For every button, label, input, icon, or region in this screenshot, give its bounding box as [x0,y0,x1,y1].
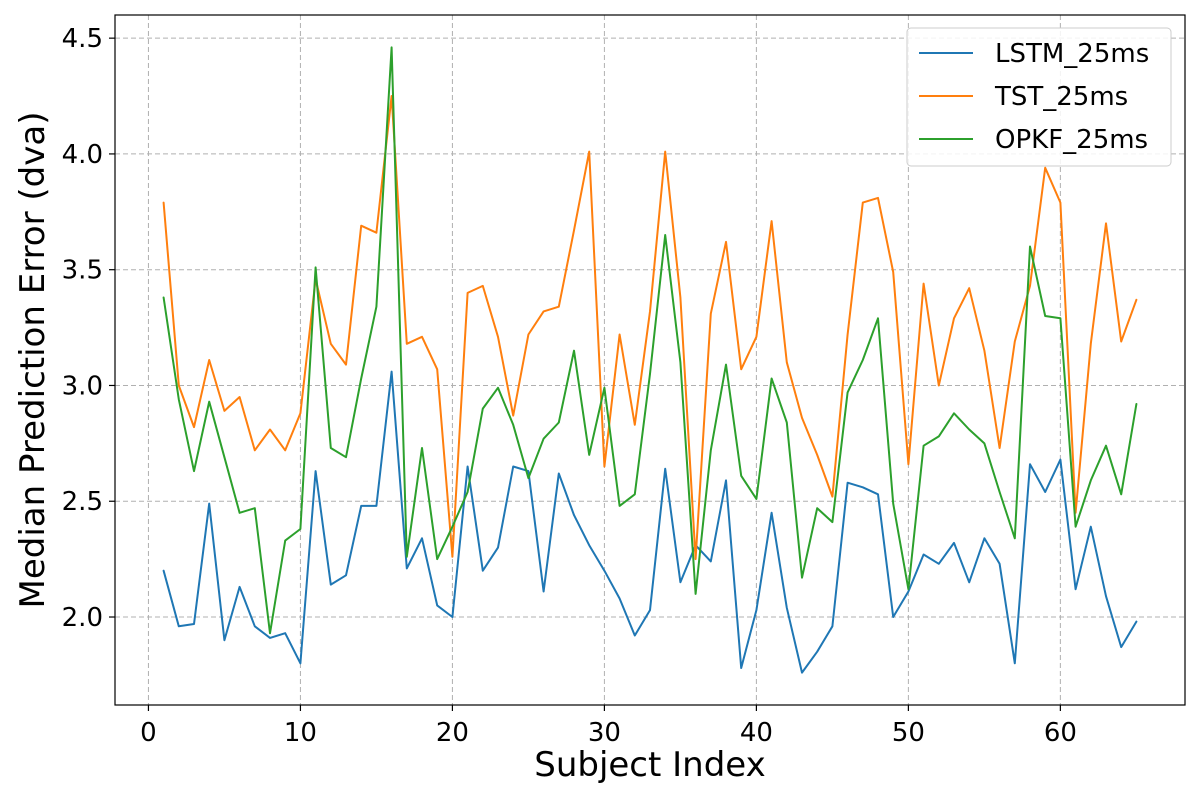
plot-area-frame [114,14,1186,706]
series-lines [162,46,1138,674]
axis-ticks: 0 10 20 30 40 50 60 2.0 2.5 3.0 3.5 4.0 4.5 [62,24,1077,748]
legend: LSTM_25ms TST_25ms OPKF_25ms [906,27,1172,167]
legend-label-2: OPKF_25ms [995,125,1148,155]
x-tick-label-5: 50 [892,718,925,748]
y-tick-label-4: 4.0 [62,140,103,170]
x-tick-label-4: 40 [740,718,773,748]
legend-label-1: TST_25ms [994,82,1128,112]
y-axis-label: Median Prediction Error (dva) [13,112,53,609]
y-tick-label-0: 2.0 [62,603,103,633]
series-line-opkf-25ms [162,46,1138,635]
x-tick-label-6: 60 [1044,718,1077,748]
x-tick-label-2: 20 [436,718,469,748]
y-tick-label-2: 3.0 [62,371,103,401]
series-line-tst-25ms [162,95,1138,561]
y-tick-label-1: 2.5 [62,487,103,517]
x-tick-label-1: 10 [284,718,317,748]
x-axis-label: Subject Index [534,745,766,785]
legend-box [906,27,1172,167]
x-tick-label-0: 0 [140,718,157,748]
y-tick-label-3: 3.5 [62,256,103,286]
legend-label-0: LSTM_25ms [995,39,1149,69]
series-line-lstm-25ms [162,370,1138,674]
y-tick-label-5: 4.5 [62,24,103,54]
x-tick-label-3: 30 [588,718,621,748]
